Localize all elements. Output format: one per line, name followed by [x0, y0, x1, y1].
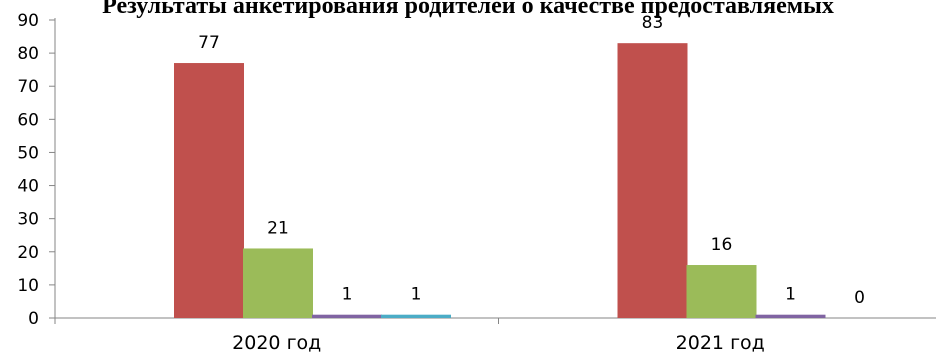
x-category-label: 2020 год	[232, 332, 321, 353]
x-category-label: 2021 год	[676, 332, 765, 353]
data-label: 77	[198, 33, 220, 53]
y-axis: 0 10 20 30 40 50 60 70 80 90	[17, 11, 56, 329]
y-tick-label: 50	[17, 143, 39, 163]
y-tick-label: 70	[17, 77, 39, 97]
y-tick-label: 80	[17, 44, 39, 64]
y-tick-label: 30	[17, 210, 39, 230]
bars	[174, 43, 826, 319]
data-label: 0	[854, 288, 865, 308]
chart-title-group: Результаты анкетирования родителей о кач…	[102, 0, 834, 19]
data-label: 1	[785, 285, 796, 305]
y-tick-label: 60	[17, 110, 39, 130]
bar	[312, 314, 382, 318]
y-tick-label: 0	[28, 309, 39, 329]
bar	[617, 43, 688, 319]
chart-title: Результаты анкетирования родителей о кач…	[102, 0, 834, 19]
data-label: 83	[642, 13, 664, 33]
y-tick-label: 20	[17, 243, 39, 263]
y-tick-label: 40	[17, 177, 39, 197]
x-axis: 2020 год 2021 год	[54, 317, 936, 353]
data-label: 16	[711, 235, 733, 255]
bar	[243, 248, 313, 318]
bar	[686, 265, 757, 318]
data-label: 1	[342, 285, 353, 305]
bar	[381, 314, 451, 318]
bar	[174, 63, 244, 318]
data-label: 1	[411, 285, 422, 305]
data-label: 21	[267, 218, 289, 238]
y-tick-label: 90	[17, 11, 39, 31]
bar	[755, 314, 826, 318]
y-tick-label: 10	[17, 276, 39, 296]
